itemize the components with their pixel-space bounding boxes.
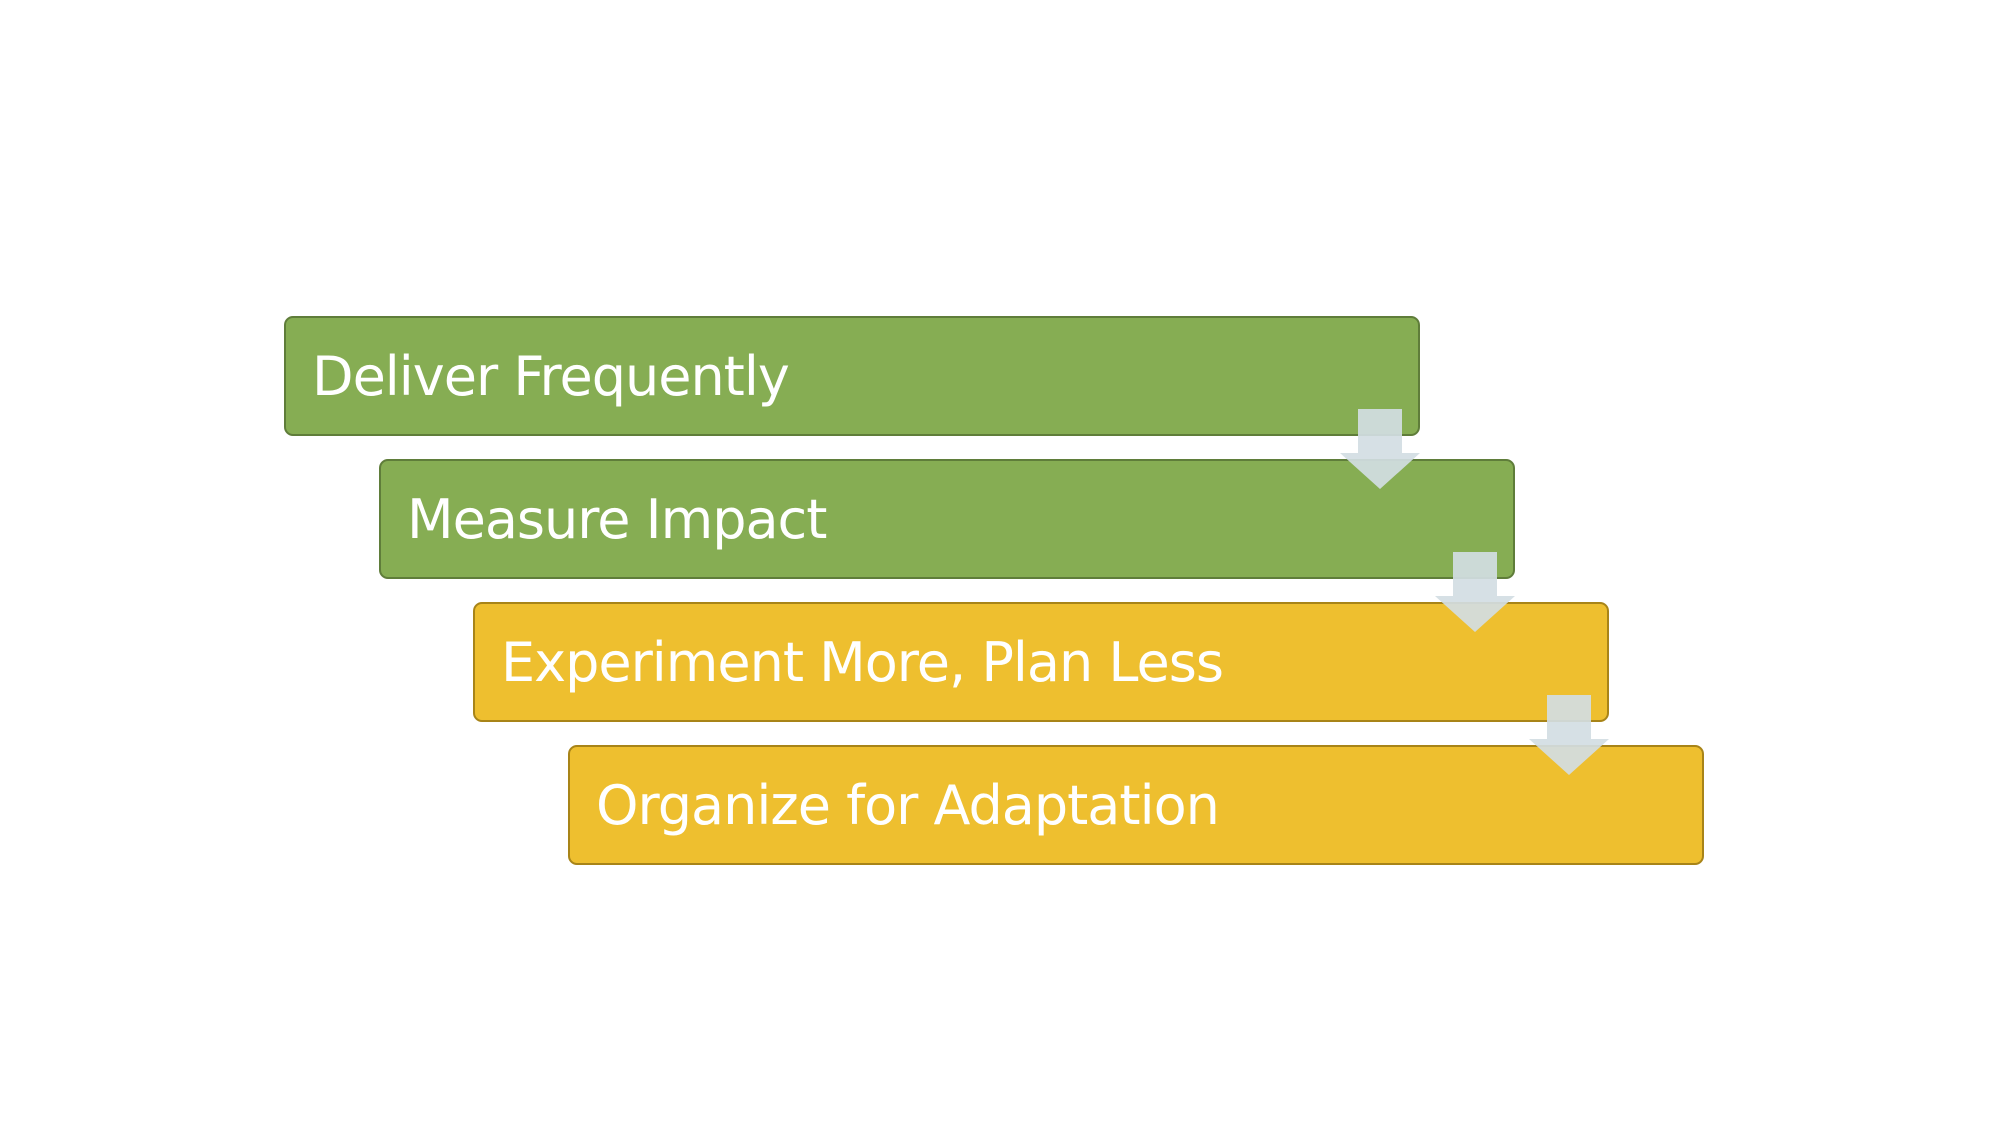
- step-measure-impact: Measure Impact: [379, 459, 1515, 579]
- step-label: Measure Impact: [407, 487, 827, 551]
- step-label: Organize for Adaptation: [596, 773, 1220, 837]
- step-deliver-frequently: Deliver Frequently: [284, 316, 1420, 436]
- down-arrow-icon: [1340, 409, 1420, 489]
- down-arrow-icon: [1435, 552, 1515, 632]
- step-label: Deliver Frequently: [312, 344, 790, 408]
- step-experiment-more: Experiment More, Plan Less: [473, 602, 1609, 722]
- down-arrow-icon: [1529, 695, 1609, 775]
- step-label: Experiment More, Plan Less: [501, 630, 1224, 694]
- step-organize-for-adaptation: Organize for Adaptation: [568, 745, 1704, 865]
